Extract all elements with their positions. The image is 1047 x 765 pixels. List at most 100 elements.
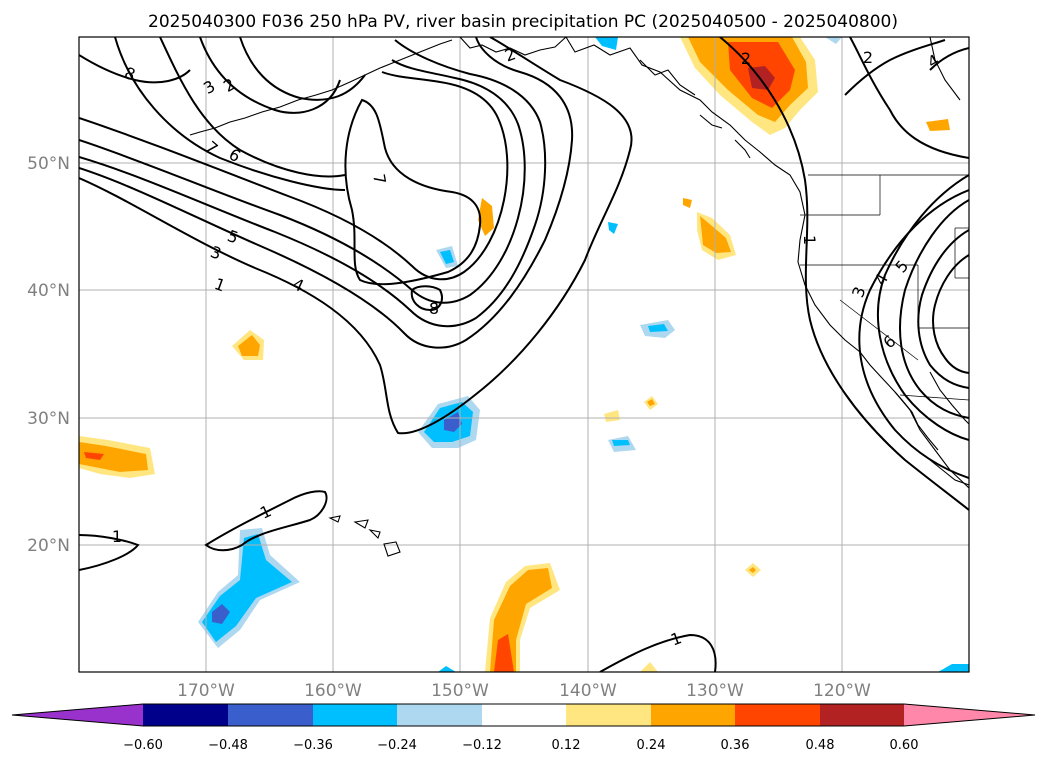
gulf-of-california-coast [929, 371, 969, 425]
colorbar-tick-label: 0.24 [637, 738, 666, 753]
pv-contour-south-3 [599, 633, 717, 672]
precip-negative-area [825, 37, 842, 44]
lon-label-160w: 160°W [304, 681, 362, 701]
lon-label-170w: 170°W [177, 681, 235, 701]
precip-negative-area [938, 664, 969, 672]
precip-positive-area [640, 662, 658, 672]
pv-contour-2 [79, 37, 574, 349]
pv-contour-east-6 [858, 189, 969, 479]
coast-islands [639, 59, 751, 159]
colorbar-swatch [143, 704, 228, 726]
lat-label-20n: 20°N [27, 536, 70, 556]
colorbar-swatch [482, 704, 566, 726]
colorbar-swatch [651, 704, 735, 726]
precip-positive-area [478, 198, 494, 236]
precip-positive-area [84, 452, 104, 460]
pv-contour-7b [344, 98, 482, 286]
precip-negative-area [212, 604, 230, 624]
colorbar-swatch [228, 704, 313, 726]
map-title: 2025040300 F036 250 hPa PV, river basin … [148, 12, 898, 32]
hawaii-islands [328, 515, 401, 557]
lat-label-50n: 50°N [27, 154, 70, 174]
contour-label: 7 [369, 172, 389, 185]
colorbar-swatch [566, 704, 651, 726]
contour-label: 1 [112, 527, 122, 546]
lon-label-120w: 120°W [813, 681, 871, 701]
contour-label: 2 [741, 49, 751, 68]
pv-contour-3-arc [199, 37, 341, 114]
lon-label-150w: 150°W [431, 681, 489, 701]
precip-positive-area [79, 442, 148, 472]
precip-negative-area [438, 666, 456, 672]
precip-positive-area [683, 198, 692, 208]
map-frame [78, 36, 970, 673]
baja-california [894, 391, 939, 451]
map-area: 8 3 2 7 6 2 7 5 3 1 4 8 1 1 1 3 4 5 6 1 … [79, 37, 969, 672]
colorbar-extend-low [12, 704, 143, 726]
lat-label-40n: 40°N [27, 281, 70, 301]
precip-positive-area [749, 567, 756, 573]
pv-contour-1 [79, 37, 633, 435]
mexico-coast [929, 459, 969, 486]
colorbar-outline [11, 703, 1036, 727]
contour-label: 2 [863, 48, 873, 67]
pv-contour-8-arc [79, 54, 191, 84]
precip-positive-area [238, 335, 260, 356]
colorbar-tick-label: −0.60 [123, 738, 163, 753]
precip-negative-area [595, 37, 618, 50]
latitude-labels: 50°N 40°N 30°N 20°N [27, 154, 70, 556]
precip-negative-area [444, 412, 462, 432]
precip-positive-area [604, 410, 620, 422]
colorbar-extend-high [904, 704, 1035, 726]
precip-negative-area [608, 222, 618, 234]
pv-contours [79, 37, 969, 672]
precip-shading [79, 37, 969, 672]
pv-contour-south-1 [204, 490, 328, 552]
precip-negative-area [440, 250, 454, 264]
coastlines [189, 37, 969, 557]
colorbar-tick-label: 0.36 [721, 738, 750, 753]
lon-label-140w: 140°W [559, 681, 617, 701]
colorbar-tick-label: −0.12 [462, 738, 502, 753]
gridlines [79, 37, 969, 672]
colorbar-tick-label: −0.24 [377, 738, 417, 753]
colorbar-swatch [397, 704, 482, 726]
colorbar: −0.60 −0.48 −0.36 −0.24 −0.12 0.12 0.24 … [11, 703, 1036, 753]
pv-contour-2-arc [239, 37, 366, 101]
pv-contour-east-3 [899, 199, 969, 419]
colorbar-tick-label: −0.36 [293, 738, 333, 753]
alaska-islands [189, 39, 453, 136]
contour-label: 1 [800, 235, 819, 245]
pv-contour-5 [79, 71, 509, 281]
lat-label-30n: 30°N [27, 409, 70, 429]
longitude-labels: 170°W 160°W 150°W 140°W 130°W 120°W [177, 681, 871, 701]
pv-contour-6 [159, 37, 346, 178]
pv-contour-east-2 [876, 174, 969, 441]
canada-border [929, 37, 961, 101]
precip-positive-area [926, 119, 950, 131]
pv-contour-south-2 [79, 534, 140, 571]
colorbar-tick-label: 0.48 [806, 738, 835, 753]
pv-contour-east-1 [719, 37, 969, 511]
lon-label-130w: 130°W [686, 681, 744, 701]
pv-contour-4-ne [929, 47, 969, 71]
pv-contour-8 [410, 285, 443, 312]
colorbar-swatch [735, 704, 820, 726]
pv-contour-east-7 [849, 37, 969, 159]
colorbar-swatch [820, 704, 904, 726]
colorbar-tick-label: −0.48 [208, 738, 248, 753]
colorbar-swatch [313, 704, 397, 726]
precip-positive-area [647, 399, 655, 406]
contour-label: 8 [429, 299, 439, 318]
precip-positive-area [494, 634, 514, 672]
pv-contour-4 [79, 59, 526, 304]
precip-negative-area [612, 440, 630, 446]
north-america-coastline [565, 37, 969, 489]
pv-contour-3 [79, 39, 547, 328]
pv-contour-east-5 [932, 254, 969, 374]
pv-contour-2-ne [844, 39, 946, 96]
colorbar-tick-label: 0.12 [552, 738, 581, 753]
pv-contour-east-4 [917, 229, 969, 389]
precip-negative-area [648, 324, 668, 332]
